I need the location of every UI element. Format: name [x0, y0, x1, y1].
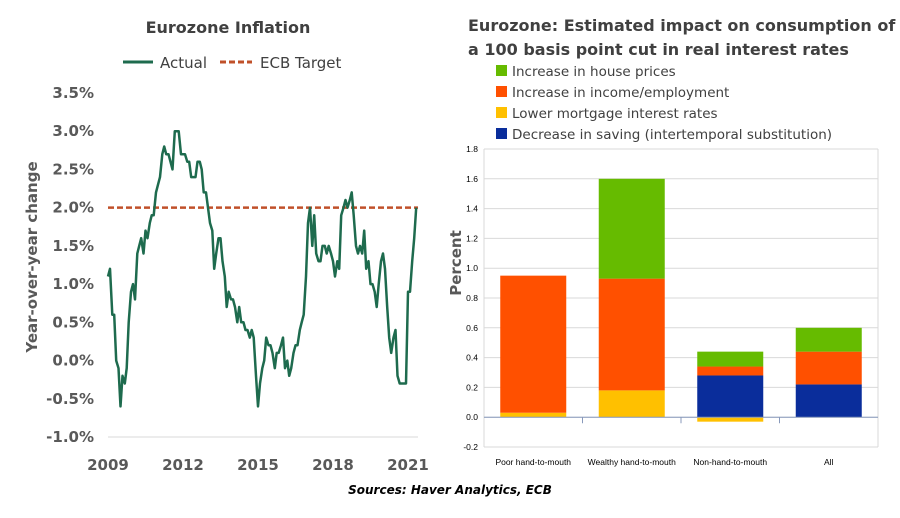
inflation-x-tick-label: 2021: [387, 456, 429, 474]
consumption-y-tick-label: 0.8: [466, 293, 478, 303]
consumption-x-ticks: Poor hand-to-mouth Wealthy hand-to-mouth N…: [495, 417, 834, 467]
inflation-y-ticks: -1.0% -0.5% 0.0% 0.5% 1.0% 1.5% 2.0% 2.5% 3.0% 3.…: [46, 84, 94, 446]
bar-segment: [697, 375, 764, 418]
bar-segment: [598, 390, 665, 418]
inflation-legend: Actual ECB Target: [123, 54, 342, 72]
consumption-y-tick-label: 1.0: [466, 263, 478, 273]
actual-inflation-line: [106, 129, 418, 408]
inflation-x-tick-label: 2015: [237, 456, 279, 474]
inflation-y-tick-label: 3.5%: [52, 84, 94, 102]
consumption-y-tick-label: 0.6: [466, 323, 478, 333]
bar-segment: [697, 366, 764, 376]
inflation-y-tick-label: 2.5%: [52, 160, 94, 178]
bar-segment: [795, 384, 862, 418]
source-note: Sources: Haver Analytics, ECB: [348, 483, 552, 497]
consumption-y-tick-label: 1.6: [466, 174, 478, 184]
inflation-line-chart: Eurozone Inflation Actual ECB Target Yea…: [23, 18, 429, 474]
legend-ecb-target-label: ECB Target: [260, 54, 342, 72]
bar-segment: [697, 351, 764, 367]
consumption-category-label: All: [824, 457, 834, 467]
consumption-chart-title-line-1: Eurozone: Estimated impact on consumptio…: [468, 16, 896, 35]
inflation-y-tick-label: 1.5%: [52, 237, 94, 255]
legend-mortgage-rates-label: Lower mortgage interest rates: [512, 106, 718, 122]
consumption-y-tick-label: -0.2: [463, 442, 478, 452]
consumption-y-tick-label: 1.8: [466, 144, 478, 154]
legend-income-employment-swatch: [496, 86, 507, 97]
inflation-y-tick-label: 0.5%: [52, 313, 94, 331]
legend-house-prices-label: Increase in house prices: [512, 64, 676, 80]
legend-decrease-saving-swatch: [496, 128, 507, 139]
bar-segment: [598, 178, 665, 279]
consumption-y-ticks: -0.2 0.0 0.2 0.4 0.6 0.8 1.0 1.2 1.4 1.6 1.8: [463, 144, 478, 452]
inflation-y-tick-label: 1.0%: [52, 275, 94, 293]
consumption-y-tick-label: 0.4: [466, 353, 478, 363]
inflation-y-tick-label: 3.0%: [52, 122, 94, 140]
legend-decrease-saving-label: Decrease in saving (intertemporal substi…: [512, 127, 832, 143]
inflation-x-tick-label: 2012: [162, 456, 204, 474]
bar-segment: [500, 275, 567, 413]
inflation-chart-title: Eurozone Inflation: [146, 18, 311, 37]
inflation-y-axis-title: Year-over-year change: [23, 161, 41, 353]
inflation-y-tick-label: 0.0%: [52, 352, 94, 370]
consumption-y-tick-label: 1.4: [466, 204, 478, 214]
consumption-category-label: Poor hand-to-mouth: [495, 457, 571, 467]
consumption-chart-title-line-2: a 100 basis point cut in real interest r…: [468, 40, 849, 59]
inflation-y-tick-label: -0.5%: [46, 390, 94, 408]
consumption-impact-bar-chart: Eurozone: Estimated impact on consumptio…: [447, 16, 896, 467]
legend-actual-label: Actual: [160, 54, 207, 72]
consumption-bars: [500, 178, 862, 422]
bar-segment: [697, 417, 764, 422]
consumption-y-tick-label: 1.2: [466, 233, 478, 243]
bar-segment: [795, 327, 862, 352]
inflation-x-tick-label: 2009: [87, 456, 129, 474]
inflation-y-tick-label: -1.0%: [46, 428, 94, 446]
bar-segment: [500, 412, 567, 418]
inflation-y-tick-label: 2.0%: [52, 199, 94, 217]
consumption-y-tick-label: 0.0: [466, 412, 478, 422]
legend-house-prices-swatch: [496, 65, 507, 76]
consumption-y-axis-title: Percent: [447, 230, 465, 295]
bar-segment: [598, 278, 665, 391]
consumption-category-label: Wealthy hand-to-mouth: [588, 457, 676, 467]
inflation-x-tick-label: 2018: [312, 456, 354, 474]
inflation-x-ticks: 2009 2012 2015 2018 2021: [87, 456, 429, 474]
consumption-y-tick-label: 0.2: [466, 382, 478, 392]
consumption-category-label: Non-hand-to-mouth: [693, 457, 767, 467]
legend-mortgage-rates-swatch: [496, 107, 507, 118]
consumption-legend: Increase in house prices Increase in inc…: [496, 64, 832, 143]
bar-segment: [795, 351, 862, 385]
legend-income-employment-label: Increase in income/employment: [512, 85, 729, 101]
